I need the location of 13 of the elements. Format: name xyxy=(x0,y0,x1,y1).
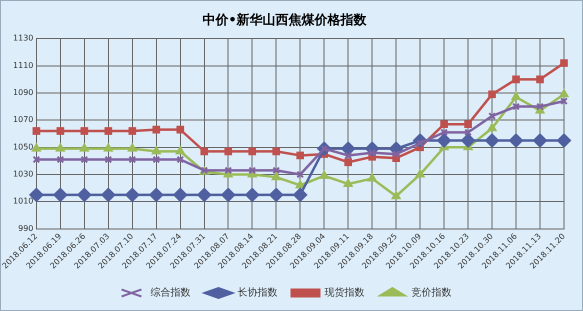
y-tick-label: 1050 xyxy=(13,142,34,152)
y-tick-label: 1030 xyxy=(13,170,34,179)
legend-label: 现货指数 xyxy=(324,286,364,299)
y-tick-label: 1010 xyxy=(13,196,34,206)
legend-label: 竞价指数 xyxy=(412,286,452,299)
legend-label: 综合指数 xyxy=(150,286,190,299)
chart-title: 中价•新华山西焦煤价格指数 xyxy=(202,12,368,28)
y-tick-label: 1070 xyxy=(13,115,34,124)
legend-label: 长协指数 xyxy=(238,286,278,299)
y-tick-label: 1110 xyxy=(13,60,34,70)
y-tick-label: 990 xyxy=(18,224,34,233)
y-tick-label: 1090 xyxy=(13,88,34,98)
y-tick-label: 1130 xyxy=(13,34,34,43)
